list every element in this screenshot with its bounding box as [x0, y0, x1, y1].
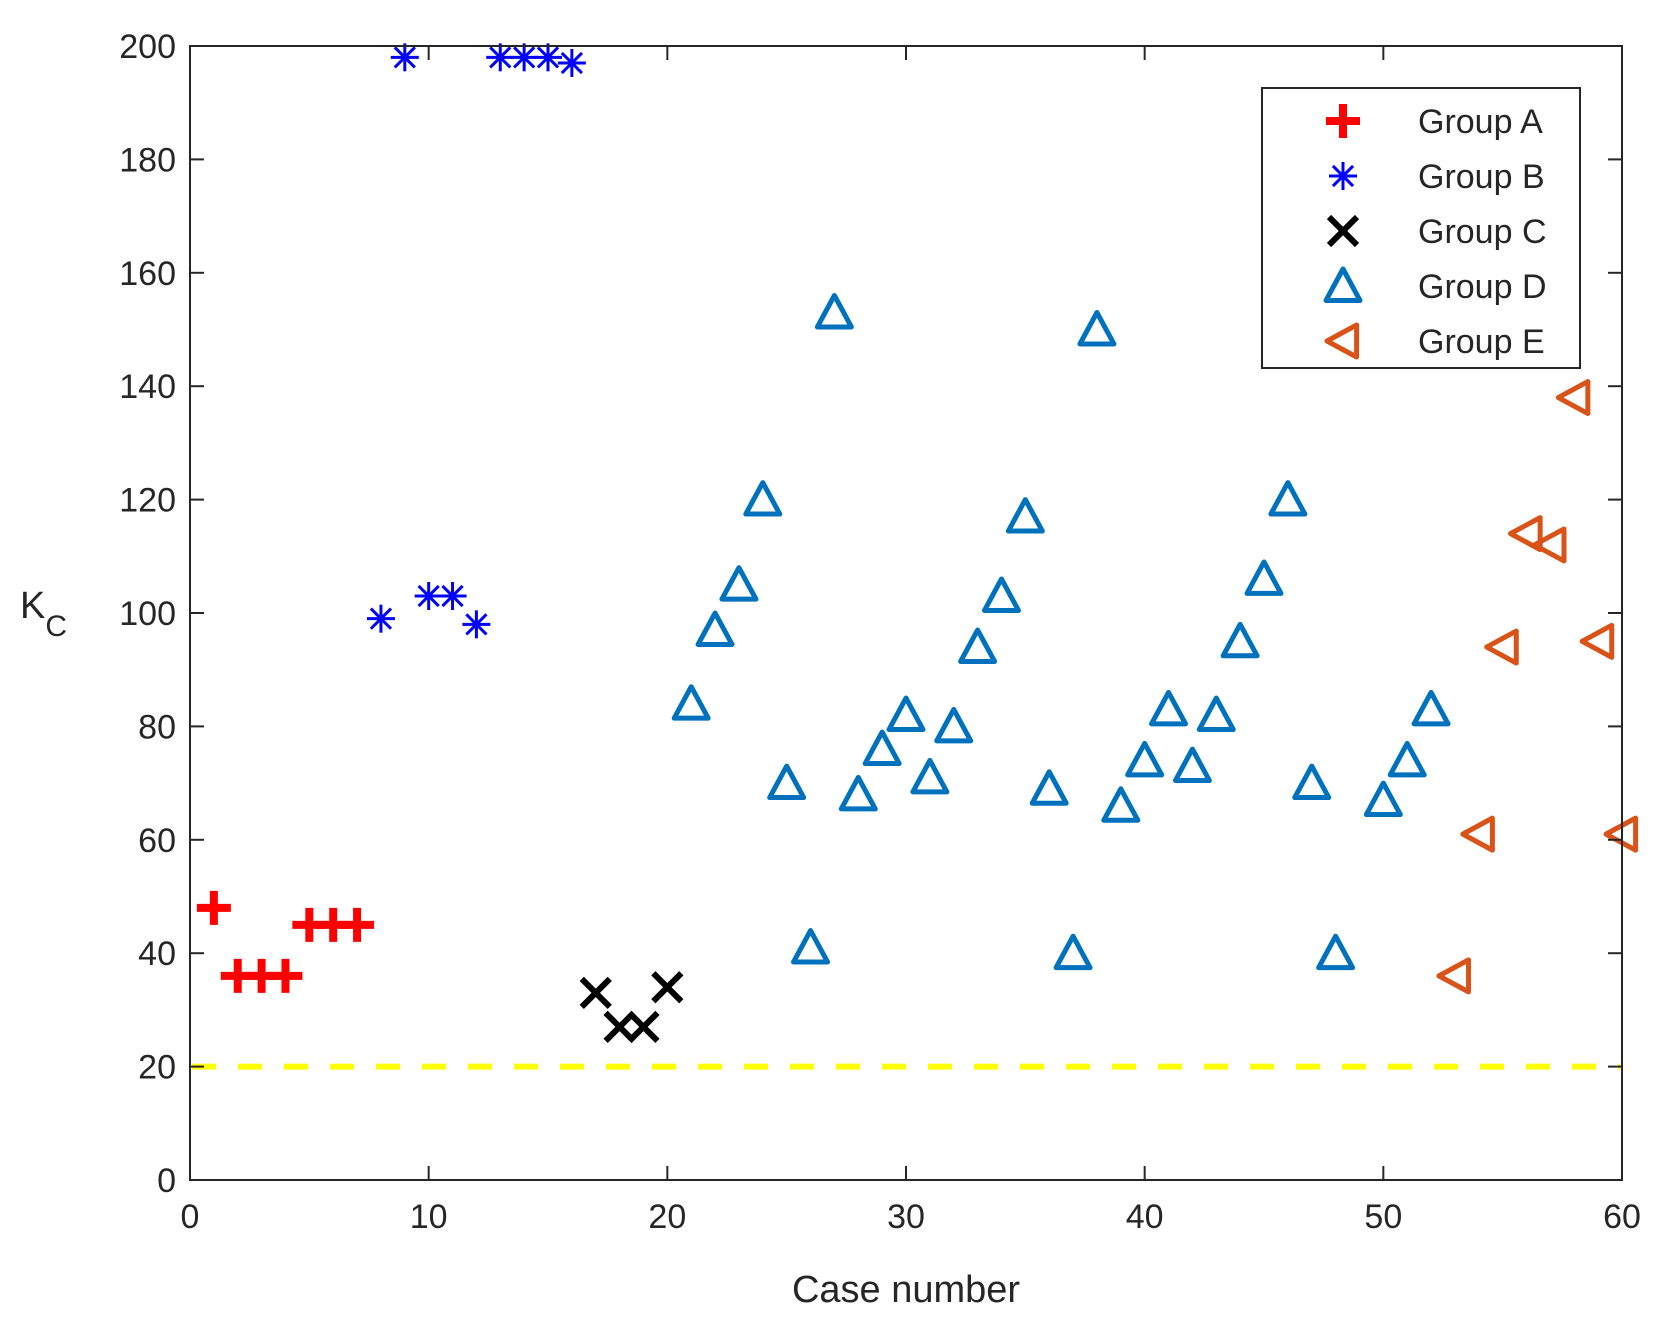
y-tick-label: 0	[157, 1162, 176, 1200]
group-d-point	[981, 576, 1021, 613]
group-d-point	[719, 565, 759, 602]
legend-marker-group-c	[1326, 214, 1360, 248]
y-tick-label: 20	[138, 1049, 176, 1087]
x-axis-label: Case number	[792, 1269, 1020, 1311]
group-d-point	[671, 684, 711, 721]
group-e-point	[1579, 622, 1615, 660]
group-d-point	[910, 757, 950, 795]
group-e-point	[1531, 526, 1567, 564]
group-b-point	[390, 43, 419, 72]
group-c-point	[603, 1010, 636, 1044]
legend-marker-group-d	[1323, 266, 1363, 303]
plot-frame	[189, 45, 1623, 1181]
group-d-point	[1172, 746, 1212, 784]
x-tick-label: 20	[648, 1198, 686, 1236]
group-c-point	[579, 976, 612, 1010]
group-b-point	[510, 43, 539, 72]
group-d-point	[1411, 689, 1451, 727]
y-tick-label: 60	[138, 822, 176, 860]
group-e-point	[1603, 815, 1639, 853]
x-tick-label: 60	[1603, 1198, 1641, 1236]
x-tick-label: 10	[410, 1198, 448, 1236]
group-e-point	[1508, 515, 1543, 553]
group-d-point	[1316, 933, 1356, 971]
group-e-point	[1484, 628, 1519, 666]
group-d-point	[1053, 933, 1093, 971]
group-d-point	[1387, 740, 1427, 778]
group-a-point	[196, 890, 231, 925]
x-tick-label: 0	[181, 1198, 200, 1236]
group-d-point	[695, 610, 735, 647]
group-d-point	[1077, 310, 1117, 347]
group-b-point	[534, 43, 562, 72]
group-b-point	[414, 581, 443, 610]
group-c-point	[651, 971, 684, 1004]
legend-label-group-c: Group C	[1418, 213, 1547, 251]
group-d-point	[1220, 621, 1260, 659]
group-d-point	[1149, 689, 1189, 727]
x-tick-label: 30	[887, 1198, 925, 1236]
x-tick-label: 50	[1364, 1198, 1402, 1236]
group-d-point	[1292, 763, 1332, 801]
y-tick-label: 120	[119, 482, 176, 520]
group-e-point	[1460, 815, 1495, 853]
group-b-point	[462, 610, 491, 639]
y-axis-label-subscript: C	[45, 610, 67, 643]
y-tick-label: 180	[119, 141, 176, 179]
group-d-point	[1363, 780, 1403, 818]
group-d-point	[743, 480, 783, 517]
group-d-point	[1196, 695, 1236, 733]
group-a-point	[268, 958, 303, 993]
legend: Group A Group B Group C Group D Group E	[1261, 87, 1581, 369]
y-axis-label-main: K	[20, 585, 45, 627]
group-d-point	[1268, 480, 1308, 517]
legend-marker-group-e	[1324, 322, 1360, 360]
group-b-point	[366, 604, 395, 633]
group-d-point	[1005, 497, 1045, 534]
y-tick-label: 100	[119, 595, 176, 633]
y-tick-label: 160	[119, 255, 176, 293]
group-d-point	[814, 292, 854, 330]
y-tick-label: 140	[119, 368, 176, 406]
y-tick-label: 200	[119, 28, 176, 66]
group-d-point	[1029, 769, 1069, 806]
group-d-point	[862, 729, 902, 767]
group-b-point	[486, 43, 515, 72]
legend-marker-group-a	[1326, 104, 1360, 138]
group-d-point	[791, 928, 831, 965]
group-d-point	[886, 695, 926, 733]
legend-marker-group-b	[1329, 162, 1357, 190]
x-tick-label: 40	[1126, 1198, 1164, 1236]
group-d-point	[958, 627, 998, 664]
legend-label-group-a: Group A	[1418, 103, 1543, 141]
y-tick-label: 40	[138, 935, 176, 973]
group-e-point	[1555, 379, 1591, 417]
y-axis-label: KC	[20, 585, 67, 643]
group-c-point	[627, 1010, 660, 1044]
group-d-point	[767, 763, 807, 801]
group-a-point	[340, 907, 375, 942]
y-tick-label: 80	[138, 708, 176, 746]
group-d-point	[1125, 740, 1165, 778]
group-d-point	[838, 774, 878, 812]
group-d-point	[1101, 786, 1141, 823]
legend-label-group-d: Group D	[1418, 268, 1547, 306]
group-d-point	[1244, 559, 1284, 596]
group-d-point	[934, 706, 974, 744]
legend-label-group-b: Group B	[1418, 158, 1545, 196]
group-b-point	[557, 49, 586, 78]
group-e-point	[1436, 957, 1472, 995]
group-b-point	[438, 581, 467, 610]
legend-label-group-e: Group E	[1418, 323, 1545, 361]
legend-box	[1261, 87, 1581, 369]
